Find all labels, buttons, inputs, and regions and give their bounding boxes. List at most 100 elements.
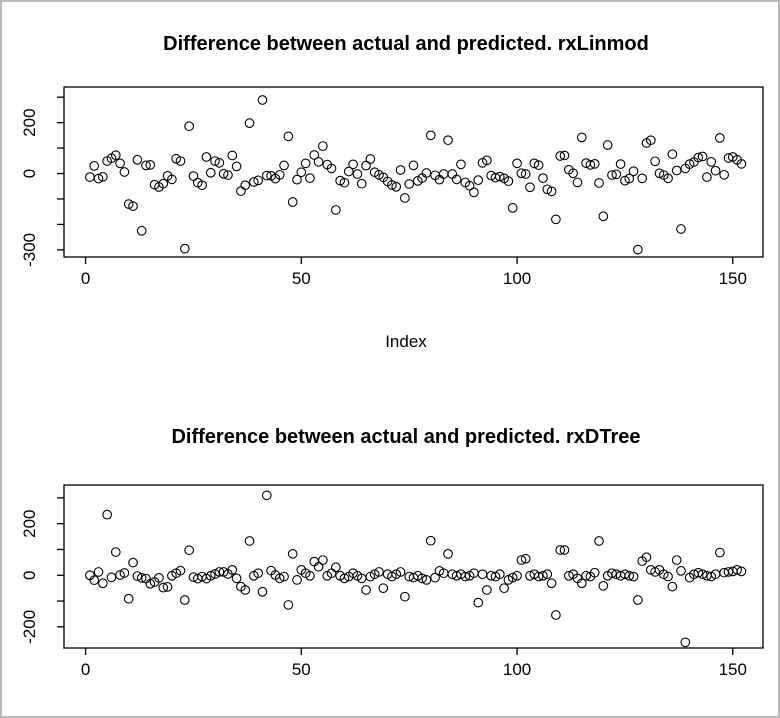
linmod-data-point bbox=[559, 150, 570, 161]
dtree-data-point bbox=[184, 545, 194, 556]
linmod-data-point bbox=[516, 168, 527, 179]
x-tick-label: 100 bbox=[503, 269, 531, 288]
x-tick-label: 50 bbox=[292, 269, 311, 288]
linmod-data-point bbox=[702, 172, 712, 182]
dtree-data-point bbox=[671, 555, 682, 565]
linmod-data-point bbox=[197, 180, 207, 191]
linmod-data-point bbox=[710, 165, 721, 176]
linmod-data-point bbox=[451, 174, 462, 185]
linmod-data-point bbox=[555, 151, 566, 161]
linmod-data-point bbox=[214, 157, 225, 168]
linmod-data-point bbox=[279, 160, 289, 171]
linmod-data-point bbox=[404, 179, 415, 189]
linmod-data-point bbox=[223, 170, 233, 180]
dtree-data-point bbox=[589, 567, 600, 578]
dtree-data-point bbox=[227, 565, 238, 575]
linmod-data-point bbox=[589, 159, 600, 169]
dtree-data-point bbox=[378, 583, 389, 594]
linmod-data-point bbox=[348, 159, 358, 170]
linmod-data-point bbox=[520, 169, 531, 179]
linmod-data-point bbox=[231, 161, 242, 172]
dtree-data-point bbox=[430, 572, 440, 583]
dtree-data-point bbox=[231, 573, 242, 584]
dtree-data-point bbox=[473, 597, 484, 608]
dtree-data-point bbox=[650, 567, 660, 577]
linmod-data-point bbox=[624, 173, 635, 184]
dtree-data-point bbox=[425, 535, 436, 546]
linmod-data-point bbox=[645, 135, 656, 146]
linmod-data-point bbox=[318, 141, 328, 151]
x-tick-label: 50 bbox=[292, 660, 311, 679]
dtree-data-point bbox=[318, 555, 328, 565]
dtree-data-point bbox=[395, 567, 406, 577]
linmod-data-point bbox=[218, 168, 229, 179]
x-tick-label: 100 bbox=[503, 660, 531, 679]
dtree-data-point bbox=[482, 585, 492, 595]
linmod-data-point bbox=[292, 174, 302, 185]
linmod-data-point bbox=[736, 159, 747, 169]
linmod-data-point bbox=[650, 156, 660, 167]
linmod-data-point bbox=[503, 176, 514, 187]
linmod-data-point bbox=[654, 168, 665, 179]
dtree-data-point bbox=[132, 571, 143, 581]
dtree-data-point bbox=[417, 573, 427, 584]
dtree-data-point bbox=[283, 600, 294, 610]
linmod-data-point bbox=[395, 165, 406, 175]
dtree-data-point bbox=[110, 547, 121, 557]
dtree-data-point bbox=[676, 566, 686, 576]
dtree-data-point bbox=[128, 557, 138, 568]
dtree-data-point bbox=[179, 595, 190, 605]
linmod-data-point bbox=[538, 173, 548, 183]
linmod-data-point bbox=[542, 184, 553, 195]
linmod-plot-box bbox=[63, 86, 764, 258]
linmod-data-point bbox=[620, 175, 630, 186]
dtree-data-point bbox=[253, 568, 264, 579]
dtree-data-point bbox=[162, 582, 173, 592]
dtree-data-point bbox=[115, 570, 125, 580]
x-tick-label: 150 bbox=[719, 660, 747, 679]
dtree-data-point bbox=[205, 570, 216, 581]
dtree-data-point bbox=[97, 578, 108, 589]
linmod-data-point bbox=[261, 170, 272, 181]
linmod-data-point bbox=[167, 174, 177, 185]
dtree-data-point bbox=[261, 490, 272, 501]
linmod-data-point bbox=[697, 151, 708, 162]
linmod-data-point bbox=[227, 150, 238, 161]
y-tick-label: -300 bbox=[20, 233, 39, 267]
linmod-data-point bbox=[339, 177, 350, 188]
linmod-data-point bbox=[179, 243, 190, 254]
dtree-data-point bbox=[732, 565, 742, 575]
dtree-data-point bbox=[581, 570, 591, 581]
y-tick-label: -200 bbox=[20, 610, 39, 644]
dtree-data-point bbox=[594, 536, 604, 546]
dtree-data-point bbox=[624, 570, 635, 581]
dtree-data-point bbox=[292, 575, 302, 585]
dtree-data-point bbox=[240, 585, 251, 595]
linmod-data-point bbox=[667, 149, 678, 160]
dtree-data-point bbox=[460, 571, 471, 582]
linmod-data-point bbox=[391, 181, 402, 192]
dtree-data-point bbox=[598, 580, 609, 591]
linmod-data-point bbox=[633, 244, 643, 255]
linmod-data-point bbox=[141, 160, 151, 171]
linmod-data-point bbox=[352, 169, 363, 179]
dtree-data-point bbox=[507, 572, 518, 583]
linmod-data-point bbox=[343, 166, 354, 177]
dtree-data-point bbox=[158, 582, 169, 593]
linmod-data-point bbox=[97, 171, 108, 182]
dtree-data-point bbox=[697, 569, 708, 580]
dtree-data-point bbox=[102, 509, 112, 520]
linmod-data-point bbox=[387, 180, 397, 190]
linmod-data-point bbox=[365, 154, 376, 164]
linmod-data-point bbox=[464, 180, 475, 191]
dtree-data-point bbox=[607, 568, 617, 579]
linmod-data-point bbox=[568, 168, 578, 179]
dtree-data-point bbox=[559, 545, 570, 555]
dtree-data-point bbox=[499, 583, 509, 594]
dtree-data-point bbox=[119, 568, 130, 578]
dtree-plot-box bbox=[63, 484, 764, 649]
linmod-data-point bbox=[425, 130, 436, 141]
linmod-data-point bbox=[257, 95, 268, 105]
linmod-data-point bbox=[274, 169, 285, 180]
